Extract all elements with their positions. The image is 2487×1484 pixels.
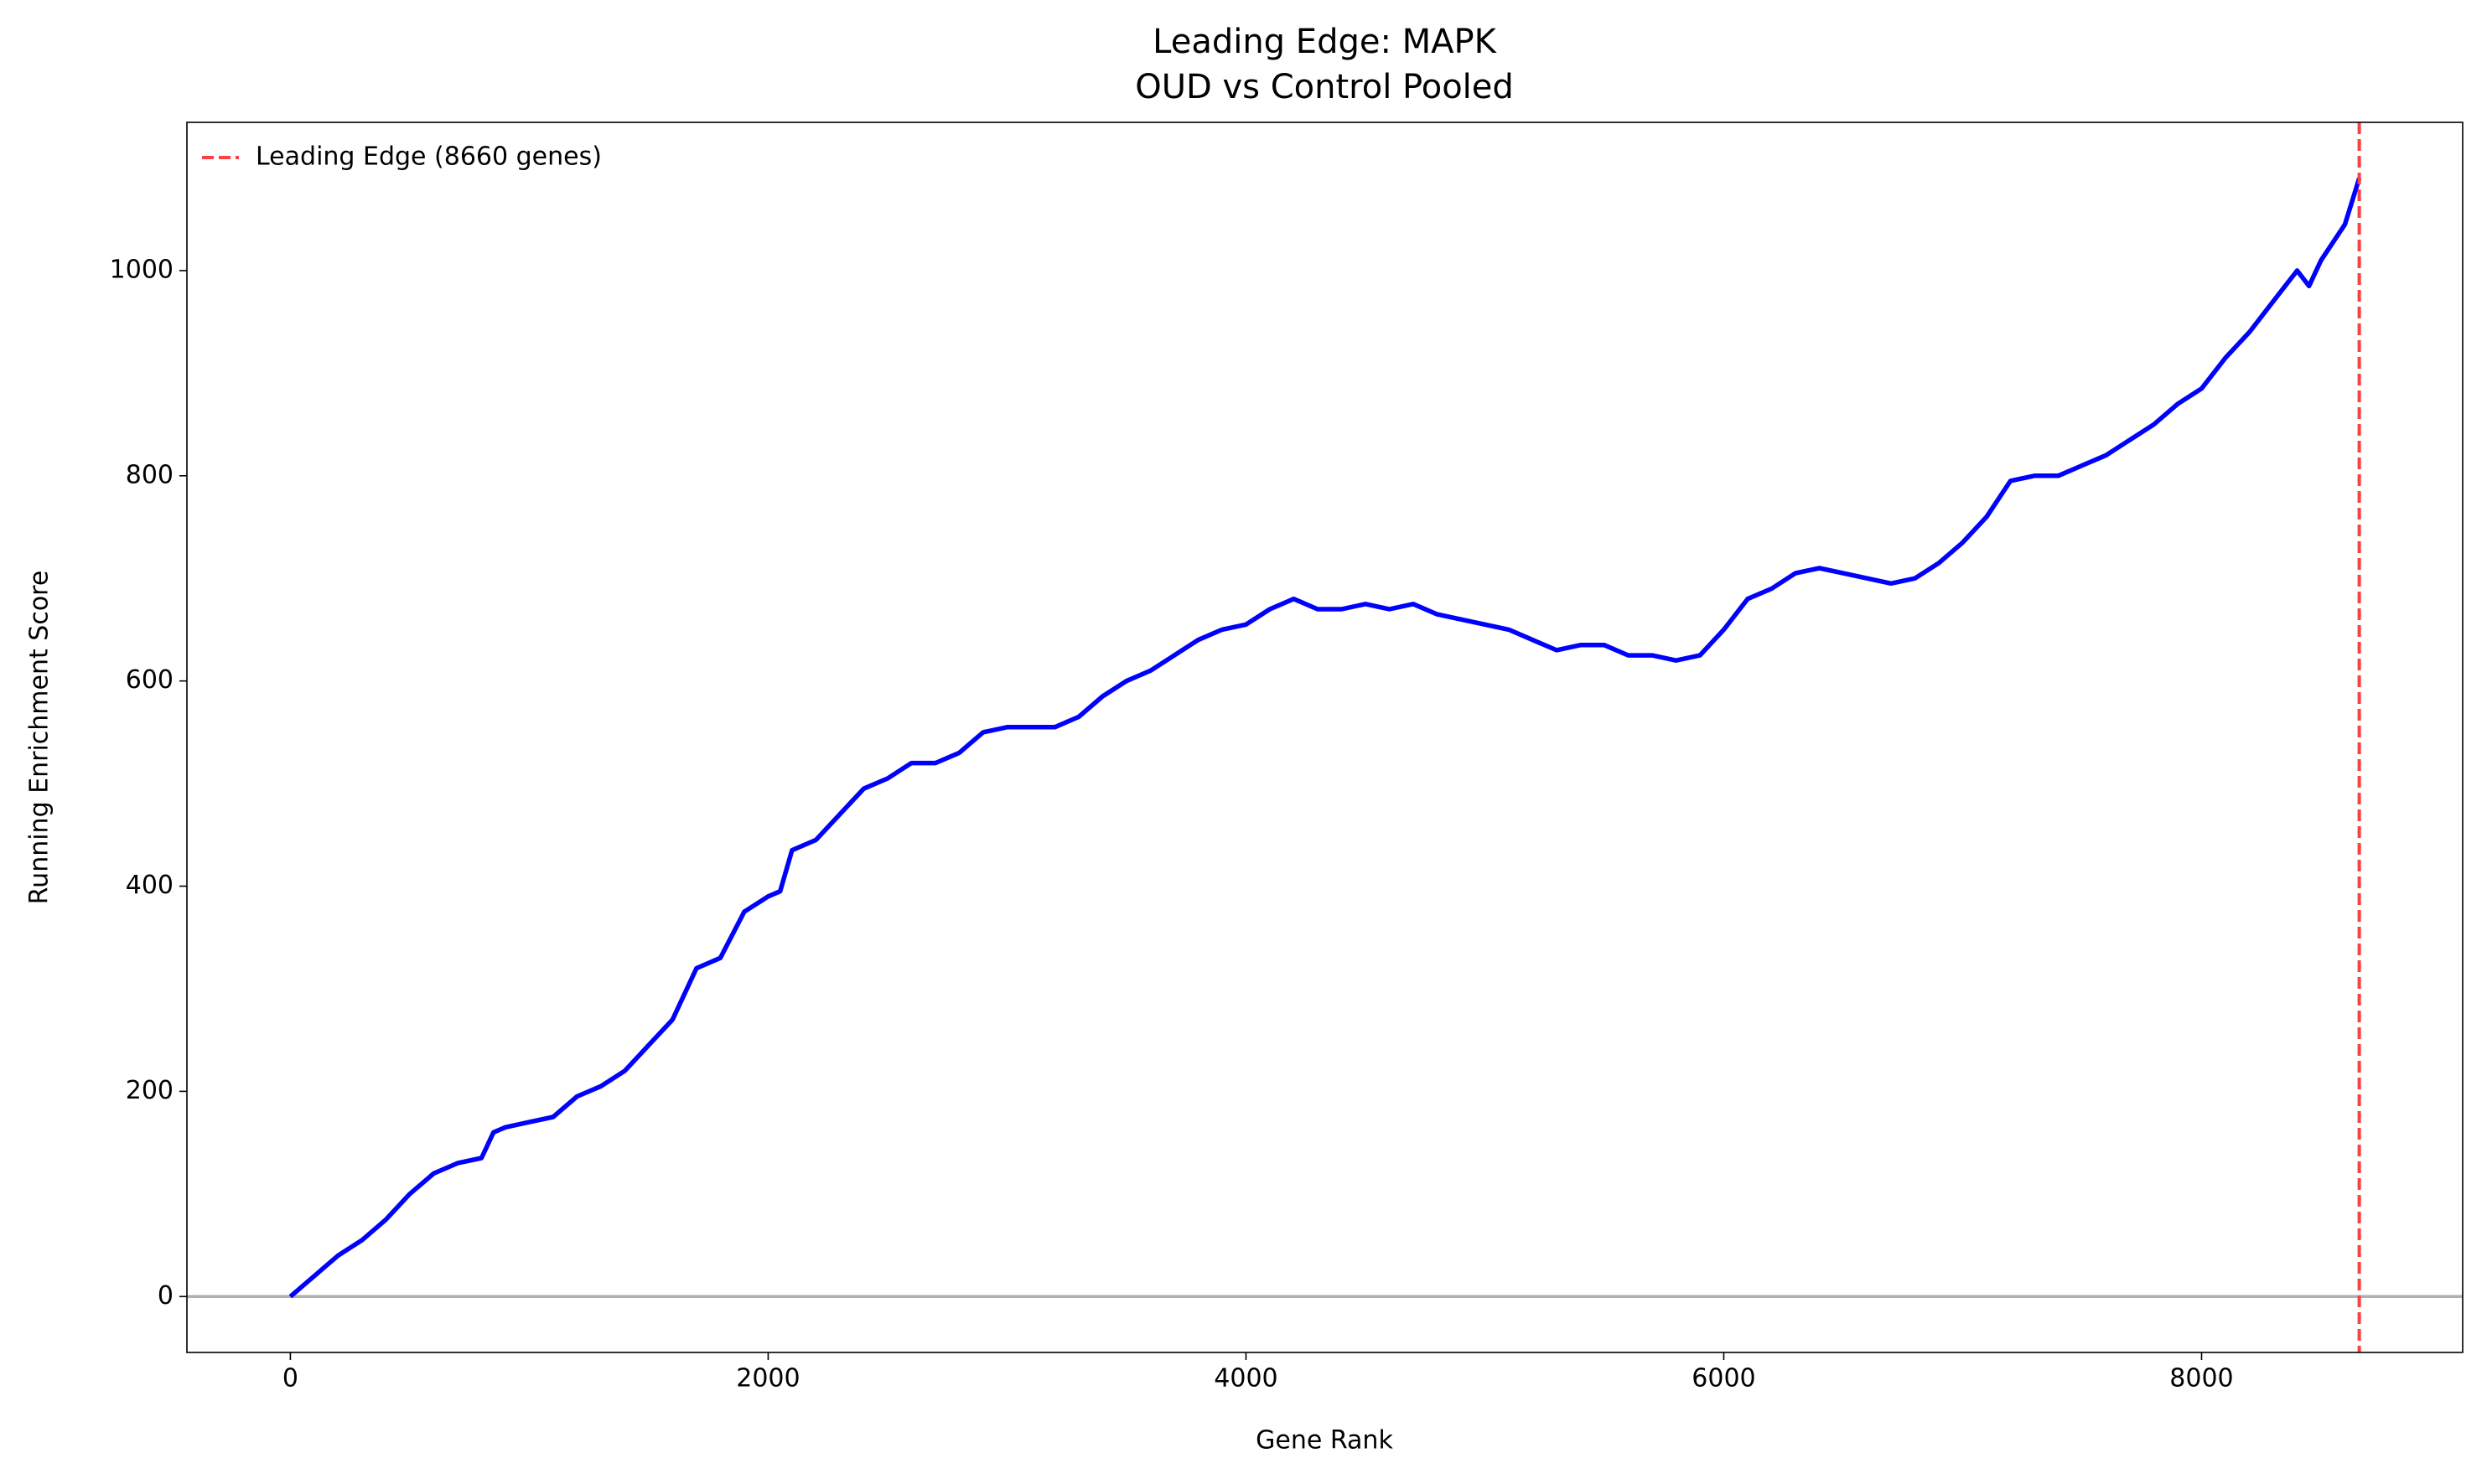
y-tick-label: 0 bbox=[158, 1281, 174, 1311]
enrichment-line bbox=[288, 177, 2362, 1299]
axes-frame bbox=[186, 122, 2464, 1353]
y-tick-label: 1000 bbox=[110, 255, 174, 284]
chart-title: Leading Edge: MAPK bbox=[1153, 23, 1498, 61]
chart-subtitle: OUD vs Control Pooled bbox=[1135, 68, 1514, 106]
y-tick-label: 800 bbox=[126, 460, 174, 489]
y-tick-label: 600 bbox=[126, 665, 174, 695]
y-tick-label: 200 bbox=[126, 1076, 174, 1105]
x-tick-label: 0 bbox=[282, 1364, 298, 1394]
x-tick-label: 4000 bbox=[1214, 1364, 1277, 1394]
legend-label: Leading Edge (8660 genes) bbox=[256, 142, 602, 172]
x-tick-label: 8000 bbox=[2169, 1364, 2233, 1394]
y-tick-label: 400 bbox=[126, 871, 174, 900]
x-tick-label: 2000 bbox=[736, 1364, 800, 1394]
x-tick-label: 6000 bbox=[1692, 1364, 1755, 1394]
y-axis-label: Running Enrichment Score bbox=[25, 571, 54, 905]
x-axis-label: Gene Rank bbox=[1256, 1426, 1393, 1456]
